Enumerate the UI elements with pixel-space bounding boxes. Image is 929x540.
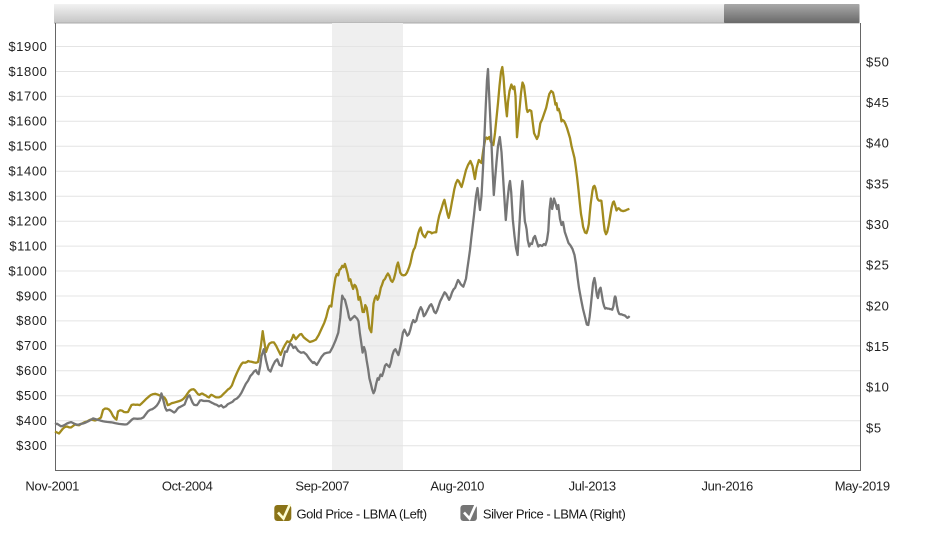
svg-text:Sep-2007: Sep-2007 — [295, 479, 349, 494]
svg-text:$1800: $1800 — [8, 64, 47, 79]
svg-text:$900: $900 — [16, 288, 47, 303]
svg-text:May-2019: May-2019 — [835, 479, 890, 494]
svg-text:$1000: $1000 — [8, 263, 47, 278]
svg-text:$30: $30 — [866, 217, 890, 232]
svg-text:$1400: $1400 — [8, 164, 47, 179]
svg-text:$25: $25 — [866, 258, 890, 273]
svg-text:$700: $700 — [16, 338, 47, 353]
svg-text:$5: $5 — [866, 420, 882, 435]
svg-text:Aug-2010: Aug-2010 — [430, 479, 484, 494]
svg-text:Nov-2001: Nov-2001 — [25, 479, 79, 494]
svg-text:$15: $15 — [866, 339, 890, 354]
svg-text:Jun-2016: Jun-2016 — [701, 479, 753, 494]
svg-text:$1200: $1200 — [8, 214, 47, 229]
svg-text:$1900: $1900 — [8, 39, 47, 54]
svg-text:$1300: $1300 — [8, 189, 47, 204]
svg-text:Oct-2004: Oct-2004 — [162, 479, 213, 494]
svg-text:$300: $300 — [16, 438, 47, 453]
svg-text:$35: $35 — [866, 176, 890, 191]
svg-text:$50: $50 — [866, 54, 890, 69]
svg-text:$40: $40 — [866, 136, 890, 151]
svg-text:$1700: $1700 — [8, 89, 47, 104]
svg-text:$600: $600 — [16, 363, 47, 378]
svg-text:Jul-2013: Jul-2013 — [569, 479, 616, 494]
svg-text:$20: $20 — [866, 298, 890, 313]
svg-text:$800: $800 — [16, 313, 47, 328]
svg-text:Gold Price - LBMA (Left): Gold Price - LBMA (Left) — [297, 506, 427, 521]
svg-text:$400: $400 — [16, 413, 47, 428]
svg-text:$1500: $1500 — [8, 139, 47, 154]
svg-text:Silver Price - LBMA (Right): Silver Price - LBMA (Right) — [483, 506, 626, 521]
svg-text:$10: $10 — [866, 380, 890, 395]
svg-text:$1100: $1100 — [9, 238, 47, 253]
svg-text:$45: $45 — [866, 95, 890, 110]
svg-text:$500: $500 — [16, 388, 47, 403]
svg-text:$1600: $1600 — [8, 114, 47, 129]
